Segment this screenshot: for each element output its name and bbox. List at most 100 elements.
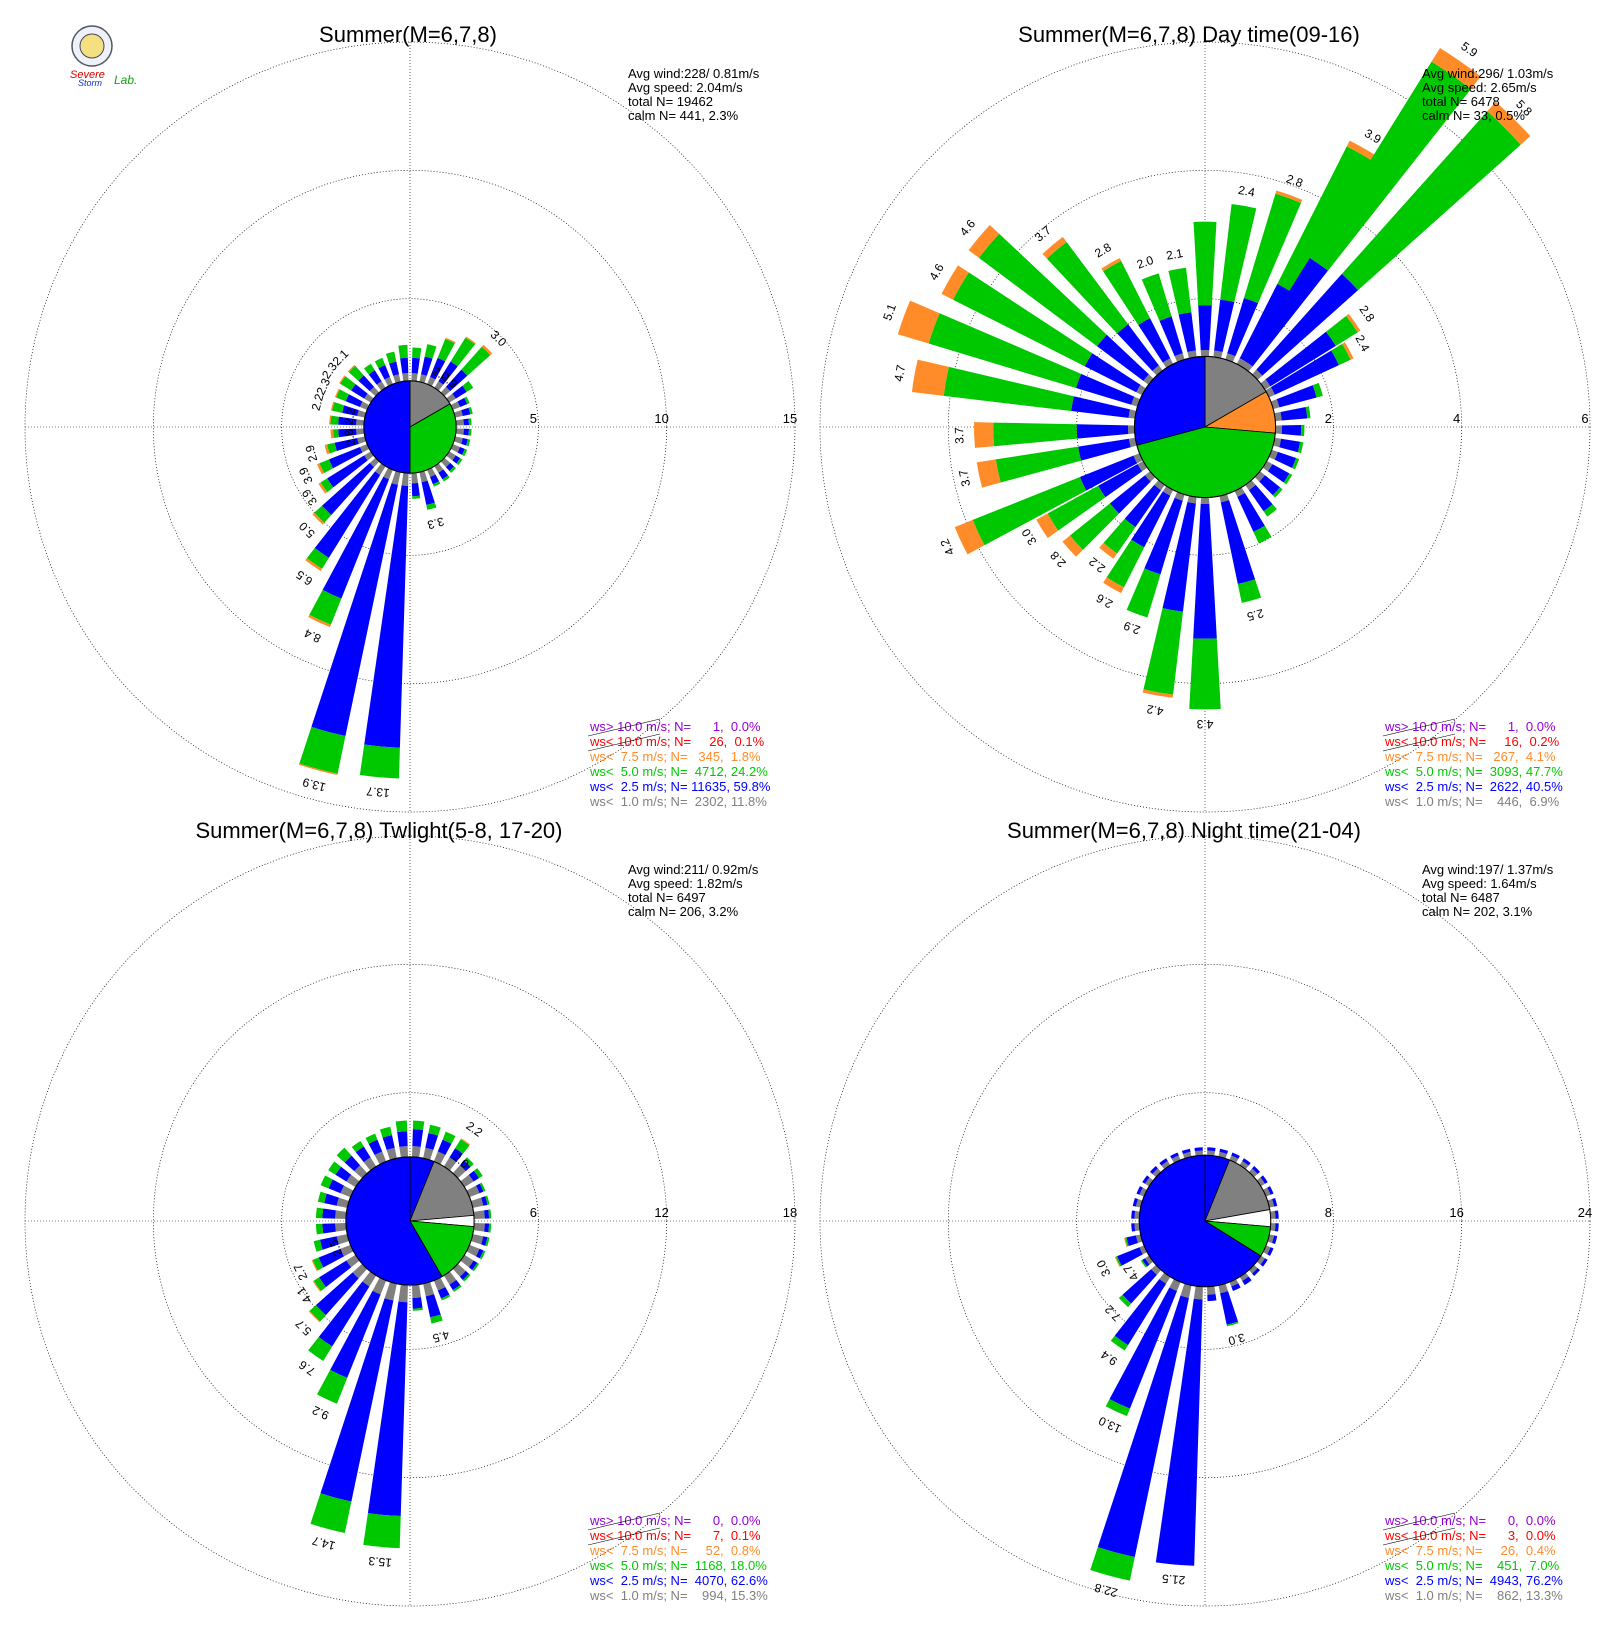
bar-value-label: 4.6 <box>926 261 947 283</box>
bar-segment-lt2_5 <box>342 405 359 416</box>
bar-segment-lt1 <box>363 1157 377 1171</box>
bar-segment-lt2_5 <box>1178 312 1196 353</box>
bar-value-label: 3.7 <box>956 468 973 488</box>
bar-segment-lt2_5 <box>344 1155 361 1172</box>
bar-segment-lt7_5 <box>1487 101 1531 145</box>
bar-segment-lt5 <box>1263 504 1277 517</box>
bar-value-label: 3.3 <box>426 514 446 532</box>
bar-segment-lt2_5 <box>459 1160 471 1172</box>
stats-line: total N= 6487 <box>1422 890 1500 905</box>
bar-segment-lt5 <box>1331 343 1351 366</box>
bar-segment-lt5 <box>1220 203 1257 303</box>
bar-value-label: 4.1 <box>293 1284 314 1306</box>
bar-segment-lt2_5 <box>421 480 435 505</box>
bar-segment-lt1 <box>369 457 380 468</box>
legend-strike <box>587 1512 661 1531</box>
legend-strike <box>587 1527 661 1546</box>
bar-segment-lt2_5 <box>1122 1269 1157 1304</box>
bar-segment-lt2_5 <box>355 1146 371 1163</box>
bar-value-label: 2.4 <box>1237 183 1256 200</box>
bar-segment-lt2_5 <box>1084 353 1141 393</box>
bar-segment-lt2_5 <box>1114 1278 1167 1346</box>
bar-segment-lt2_5 <box>1272 1197 1278 1207</box>
bar-segment-lt1 <box>412 1146 421 1158</box>
bar-segment-lt2_5 <box>1231 1152 1240 1159</box>
bar-segment-lt5 <box>308 1336 333 1361</box>
bar-segment-lt5 <box>313 1239 323 1252</box>
bar-segment-lt5 <box>461 346 491 376</box>
bar-segment-lt1 <box>446 393 456 403</box>
bar-segment-lt7_5 <box>334 388 340 398</box>
bar-segment-lt1 <box>1262 1245 1271 1255</box>
bar-segment-lt2_5 <box>1242 1158 1251 1166</box>
bar-segment-lt1 <box>1265 387 1275 398</box>
bar-segment-lt1 <box>402 373 409 382</box>
bar-segment-lt7_5 <box>481 344 493 356</box>
ring-tick-label: 2 <box>1325 411 1332 426</box>
bar-segment-lt2_5 <box>421 356 433 376</box>
bar-segment-lt1 <box>1145 1255 1154 1265</box>
bar-segment-lt7_5 <box>897 300 940 344</box>
ring-tick-label: 18 <box>783 1205 797 1220</box>
bar-value-label: 7.2 <box>1102 1302 1124 1324</box>
bar-segment-lt2_5 <box>389 361 399 376</box>
bar-segment-lt1 <box>470 1234 484 1245</box>
bar-segment-lt1 <box>434 381 444 391</box>
legend-entry: ws< 5.0 m/s; N= 1168, 18.0% <box>589 1558 767 1573</box>
bar-segment-lt7_5 <box>311 1259 318 1272</box>
bar-segment-lt5 <box>972 477 1087 546</box>
ring-tick-label: 6 <box>530 1205 537 1220</box>
bar-segment-lt1 <box>1180 1283 1192 1298</box>
bar-segment-lt1 <box>369 386 380 397</box>
bar-segment-lt1 <box>1239 1161 1249 1170</box>
bar-segment-lt2_5 <box>1280 407 1308 421</box>
bar-segment-lt5 <box>1046 242 1129 334</box>
bar-segment-lt5 <box>428 1124 441 1136</box>
bar-segment-lt5 <box>412 1120 425 1130</box>
bar-segment-lt5 <box>385 351 397 364</box>
bar-segment-lt2_5 <box>445 369 468 392</box>
bar-segment-lt1 <box>335 1223 347 1232</box>
core-outline <box>1138 1154 1272 1288</box>
bar-segment-lt1 <box>1128 409 1137 419</box>
bar-segment-lt5 <box>426 502 437 510</box>
bar-segment-lt2_5 <box>1256 273 1359 376</box>
bar-segment-lt5 <box>468 428 472 436</box>
bar-segment-lt5 <box>1069 503 1120 550</box>
bar-value-label: 3.7 <box>952 427 967 444</box>
bar-segment-lt1 <box>356 428 365 435</box>
bar-value-label: 2.8 <box>1047 548 1069 570</box>
bar-value-label: 2.4 <box>1352 333 1372 355</box>
ring-tick-label: 10 <box>654 411 668 426</box>
bar-segment-lt1 <box>359 444 370 453</box>
bar-segment-lt5 <box>1189 638 1221 710</box>
bar-segment-lt7_5 <box>330 401 335 411</box>
bar-segment-lt5 <box>442 1131 456 1144</box>
bar-segment-lt5 <box>1277 146 1378 293</box>
bar-segment-lt1 <box>1143 374 1154 385</box>
bar-segment-lt2_5 <box>1265 331 1336 387</box>
bar-segment-lt5 <box>1341 111 1521 291</box>
bar-segment-lt5 <box>365 1133 378 1144</box>
legend-entry: ws> 10.0 m/s; N= 1, 0.0% <box>589 719 761 734</box>
bar-segment-lt7_5 <box>911 359 949 396</box>
bar-segment-lt1 <box>1270 1210 1276 1219</box>
bar-segment-lt2_5 <box>1239 283 1293 363</box>
bar-segment-lt2_5 <box>425 1294 441 1318</box>
bar-segment-lt1 <box>1200 497 1210 505</box>
bar-segment-lt2_5 <box>468 1170 480 1182</box>
bar-segment-lt5 <box>1292 458 1300 470</box>
bar-segment-lt1 <box>1242 361 1253 372</box>
wind-rose-panel: Summer(M=6,7,8)5 10 152.02.93.03.313.713.9… <box>24 22 797 813</box>
bar-value-label: 9.4 <box>1098 1347 1120 1368</box>
legend-entry: ws< 10.0 m/s; N= 16, 0.2% <box>1384 734 1560 749</box>
bar-segment-lt7_5 <box>1142 689 1174 698</box>
bar-segment-lt7_5 <box>1124 1237 1128 1247</box>
bar-segment-lt1 <box>419 470 428 483</box>
bar-value-label: 2.8 <box>1092 240 1114 261</box>
bar-segment-lt2_5 <box>1126 1235 1138 1247</box>
bar-segment-lt5 <box>442 475 450 482</box>
bar-segment-lt2_5 <box>412 1129 424 1147</box>
